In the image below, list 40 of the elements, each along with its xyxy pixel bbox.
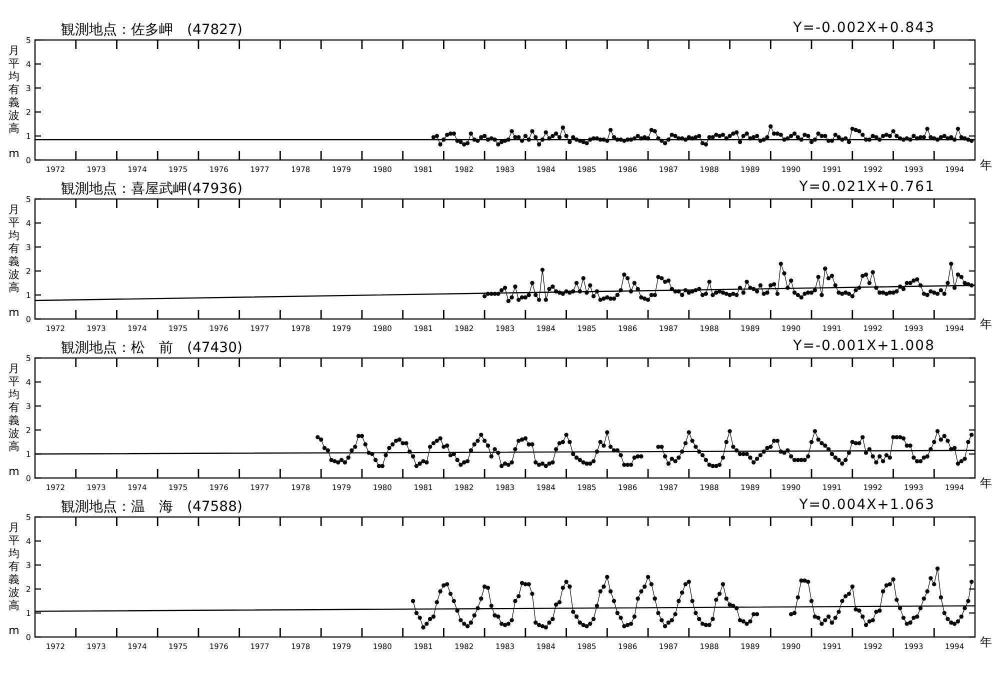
chart-title: 観測地点：温 海 (47588) xyxy=(61,499,242,515)
y-tick-label: 1 xyxy=(26,132,31,141)
x-axis-title: 年 xyxy=(980,317,992,331)
y-tick-label: 3 xyxy=(26,402,31,411)
y-tick-label: 4 xyxy=(26,219,31,228)
x-axis-title: 年 xyxy=(980,158,992,172)
y-tick-label: 4 xyxy=(26,60,31,69)
chart-subtitle: Y=-0.001X+1.008 xyxy=(792,338,935,354)
y-tick-label: 3 xyxy=(26,84,31,93)
chart-subtitle: Y=0.021X+0.761 xyxy=(798,179,935,195)
y-tick-label: 5 xyxy=(26,354,31,363)
y-tick-label: 0 xyxy=(26,315,31,324)
y-tick-label: 0 xyxy=(26,156,31,165)
y-tick-label: 3 xyxy=(26,561,31,570)
chart-title: 観測地点：松 前 (47430) xyxy=(61,340,242,356)
y-tick-label: 5 xyxy=(26,36,31,45)
y-tick-label: 2 xyxy=(26,267,31,276)
y-axis-title: 月平均有義波高 m xyxy=(8,521,20,637)
y-tick-label: 5 xyxy=(26,513,31,522)
chart-title: 観測地点：佐多岬 (47827) xyxy=(61,22,242,38)
y-tick-label: 1 xyxy=(26,450,31,459)
y-axis-title: 月平均有義波高 m xyxy=(8,203,20,319)
y-tick-label: 1 xyxy=(26,609,31,618)
y-axis-title: 月平均有義波高 m xyxy=(8,44,20,160)
x-axis-title: 年 xyxy=(980,635,992,649)
y-tick-label: 0 xyxy=(26,474,31,483)
chart-title: 観測地点：喜屋武岬(47936) xyxy=(61,181,242,197)
y-tick-label: 5 xyxy=(26,195,31,204)
chart-subtitle: Y=0.004X+1.063 xyxy=(798,497,935,513)
y-tick-label: 2 xyxy=(26,108,31,117)
y-tick-label: 0 xyxy=(26,633,31,642)
y-tick-label: 2 xyxy=(26,426,31,435)
y-axis-title: 月平均有義波高 m xyxy=(8,362,20,478)
y-tick-label: 1 xyxy=(26,291,31,300)
y-tick-label: 4 xyxy=(26,537,31,546)
y-tick-label: 2 xyxy=(26,585,31,594)
chart-subtitle: Y=-0.002X+0.843 xyxy=(792,20,935,36)
x-axis-title: 年 xyxy=(980,476,992,490)
y-tick-label: 3 xyxy=(26,243,31,252)
y-tick-label: 4 xyxy=(26,378,31,387)
